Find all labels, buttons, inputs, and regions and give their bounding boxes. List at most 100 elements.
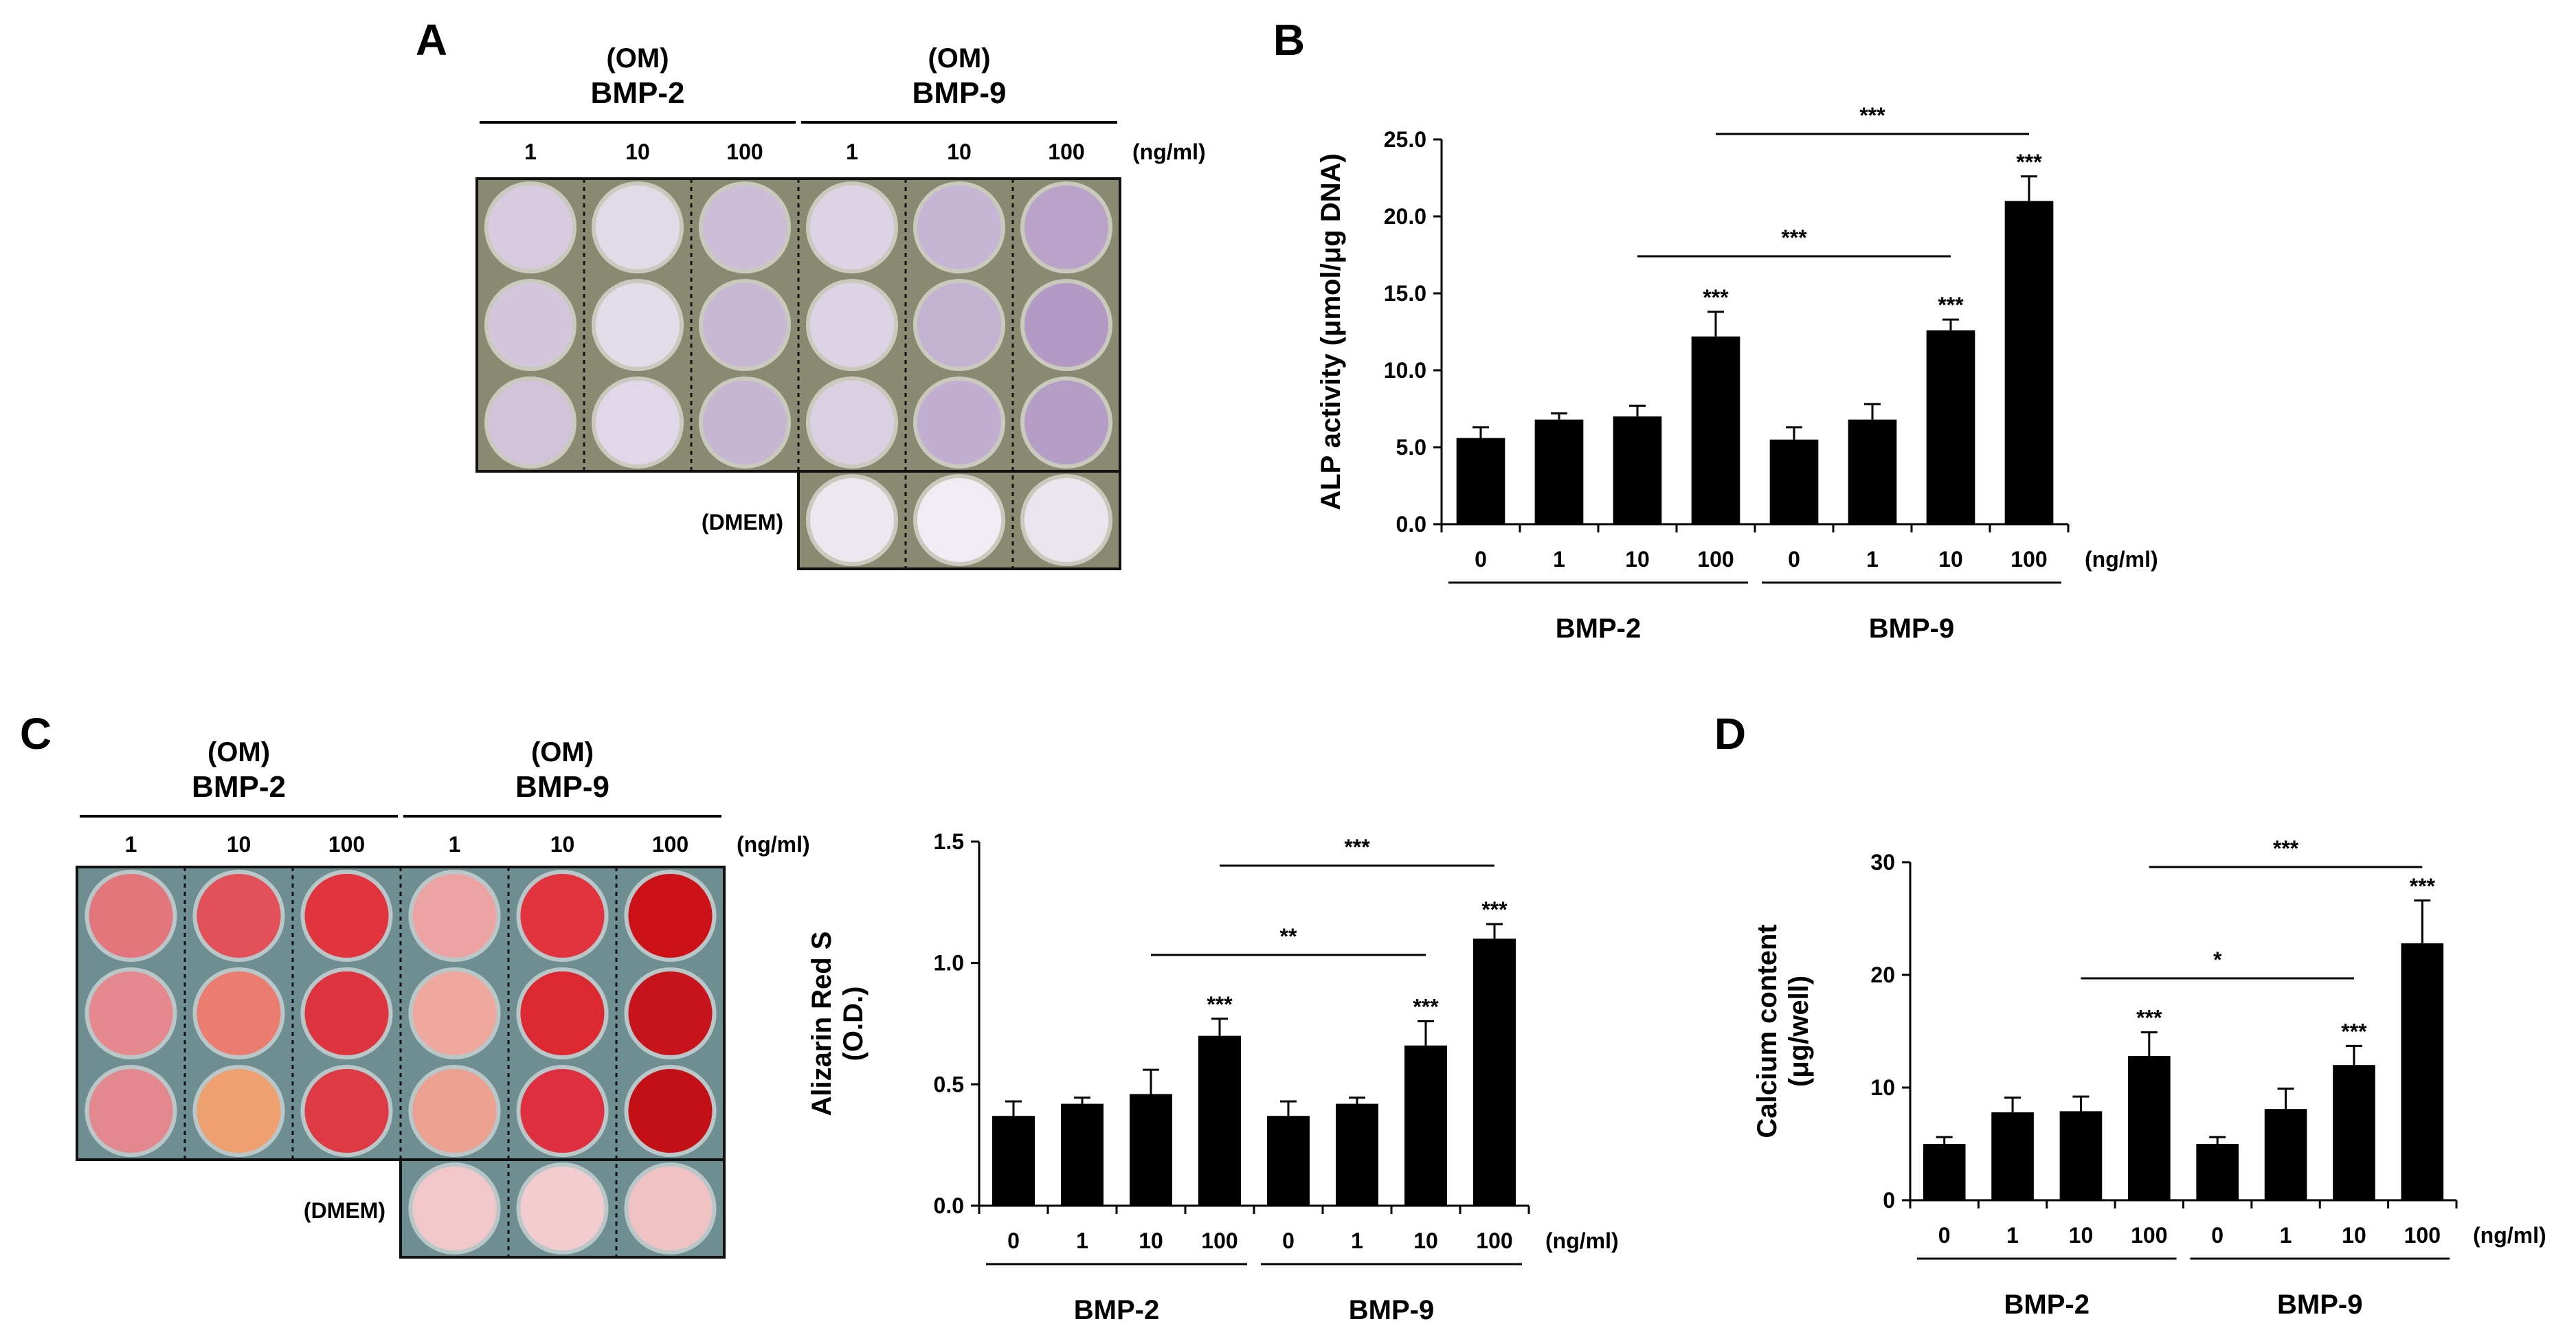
comparison-stars: ***: [1859, 103, 1885, 128]
well-dmem: [412, 1166, 497, 1251]
chart-C: 0.0 0.5 1.0 1.5 Alizarin Red S (O.D.) *** *** **…: [807, 829, 1619, 1325]
well: [702, 282, 787, 368]
y-tick-label: 10: [1870, 1075, 1895, 1100]
significance-stars: ***: [1481, 897, 1508, 922]
bar: [1923, 1144, 1966, 1200]
well: [595, 185, 680, 270]
bar: [1926, 330, 1975, 524]
x-category-label: 100: [1476, 1228, 1512, 1253]
x-category-label: 10: [1938, 547, 1963, 572]
well: [1024, 380, 1109, 465]
dmem-label: (DMEM): [702, 510, 783, 535]
x-category-label: 1: [1553, 547, 1565, 572]
bar: [1691, 336, 1740, 524]
dose-label: 1: [524, 139, 537, 164]
y-tick-label: 1.0: [934, 951, 964, 976]
well: [197, 971, 281, 1056]
x-category-label: 100: [2131, 1223, 2167, 1248]
dose-label: 10: [625, 139, 650, 164]
x-category-label: 0: [1007, 1228, 1020, 1253]
well: [412, 1068, 497, 1154]
well: [917, 282, 1002, 368]
dose-label: 1: [449, 832, 461, 857]
om-label: (OM): [928, 43, 990, 74]
dose-label: 10: [227, 832, 251, 857]
well: [488, 380, 573, 465]
bar: [1456, 438, 1505, 524]
group-label: BMP-2: [591, 76, 685, 110]
bar: [992, 1116, 1035, 1206]
dose-label: 100: [1048, 139, 1084, 164]
plate-a: (OM)BMP-2(OM)BMP-91 10 100 1 10 100 (ng/ml)(DM…: [475, 43, 1206, 570]
bar: [2333, 1065, 2375, 1200]
plate-body: [475, 177, 1121, 473]
panel-letter-a: A: [416, 15, 447, 65]
y-tick-label: 0.5: [934, 1072, 964, 1096]
x-category-label: 0: [1938, 1223, 1951, 1248]
well-dmem: [628, 1166, 713, 1251]
group-label: BMP-9: [1869, 614, 1954, 644]
panel-letter-c: C: [20, 709, 52, 758]
well: [304, 971, 389, 1056]
bar: [2264, 1109, 2307, 1200]
dose-label: 1: [846, 139, 858, 164]
bar: [1769, 439, 1819, 524]
y-axis-label: (O.D.): [838, 987, 869, 1061]
dose-label: 1: [125, 832, 137, 857]
unit-label: (ng/ml): [2085, 547, 2158, 572]
bar: [2059, 1111, 2103, 1200]
unit-label: (ng/ml): [737, 832, 810, 857]
bar: [1198, 1035, 1241, 1206]
unit-label: (ng/ml): [1132, 139, 1206, 164]
bar: [1061, 1103, 1104, 1206]
x-category-label: 10: [1139, 1228, 1163, 1253]
comparison-stars: *: [2213, 947, 2222, 972]
dose-label: 100: [652, 832, 688, 857]
well: [917, 185, 1002, 270]
bar: [1991, 1112, 2034, 1200]
bar: [1848, 419, 1897, 524]
y-tick-label: 1.5: [934, 829, 964, 854]
dose-label: 100: [726, 139, 763, 164]
significance-stars: ***: [1207, 992, 1233, 1017]
significance-stars: ***: [1938, 293, 1964, 317]
significance-stars: ***: [1413, 994, 1439, 1019]
well: [702, 380, 787, 465]
bar: [1267, 1116, 1310, 1206]
well: [809, 380, 895, 465]
well: [917, 380, 1002, 465]
x-category-label: 1: [2006, 1223, 2019, 1248]
bar: [2128, 1056, 2171, 1200]
plate-c: (OM)BMP-2(OM)BMP-91 10 100 1 10 100 (ng/ml)(DM…: [76, 737, 810, 1259]
well: [809, 185, 895, 270]
y-tick-label: 0.0: [934, 1193, 964, 1218]
significance-stars: ***: [2341, 1019, 2367, 1044]
x-category-label: 1: [1076, 1228, 1088, 1253]
dmem-label: (DMEM): [304, 1198, 385, 1223]
bar: [1130, 1094, 1172, 1206]
x-category-label: 100: [1201, 1228, 1237, 1253]
om-label: (OM): [606, 43, 669, 74]
x-category-label: 1: [2280, 1223, 2292, 1248]
well-dmem: [809, 477, 895, 563]
x-category-label: 1: [1866, 547, 1879, 572]
well: [628, 873, 713, 958]
y-tick-label: 20.0: [1384, 204, 1426, 229]
x-category-label: 100: [2404, 1223, 2441, 1248]
well-dmem: [520, 1166, 605, 1251]
y-axis-label: ALP activity (μmol/μg DNA): [1316, 153, 1346, 510]
bar: [2004, 201, 2054, 524]
x-category-label: 100: [1697, 547, 1734, 572]
x-category-label: 10: [2069, 1223, 2094, 1248]
y-axis-label: (μg/well): [1784, 976, 1814, 1087]
x-category-label: 10: [1413, 1228, 1438, 1253]
om-label: (OM): [531, 737, 594, 767]
significance-stars: ***: [2016, 150, 2042, 175]
bar: [2401, 943, 2444, 1200]
y-axis-label: Alizarin Red S: [807, 932, 837, 1116]
well: [702, 185, 787, 270]
well: [520, 873, 605, 958]
dose-label: 100: [328, 832, 365, 857]
comparison-stars: ***: [1781, 225, 1807, 250]
x-category-label: 100: [2011, 547, 2047, 572]
